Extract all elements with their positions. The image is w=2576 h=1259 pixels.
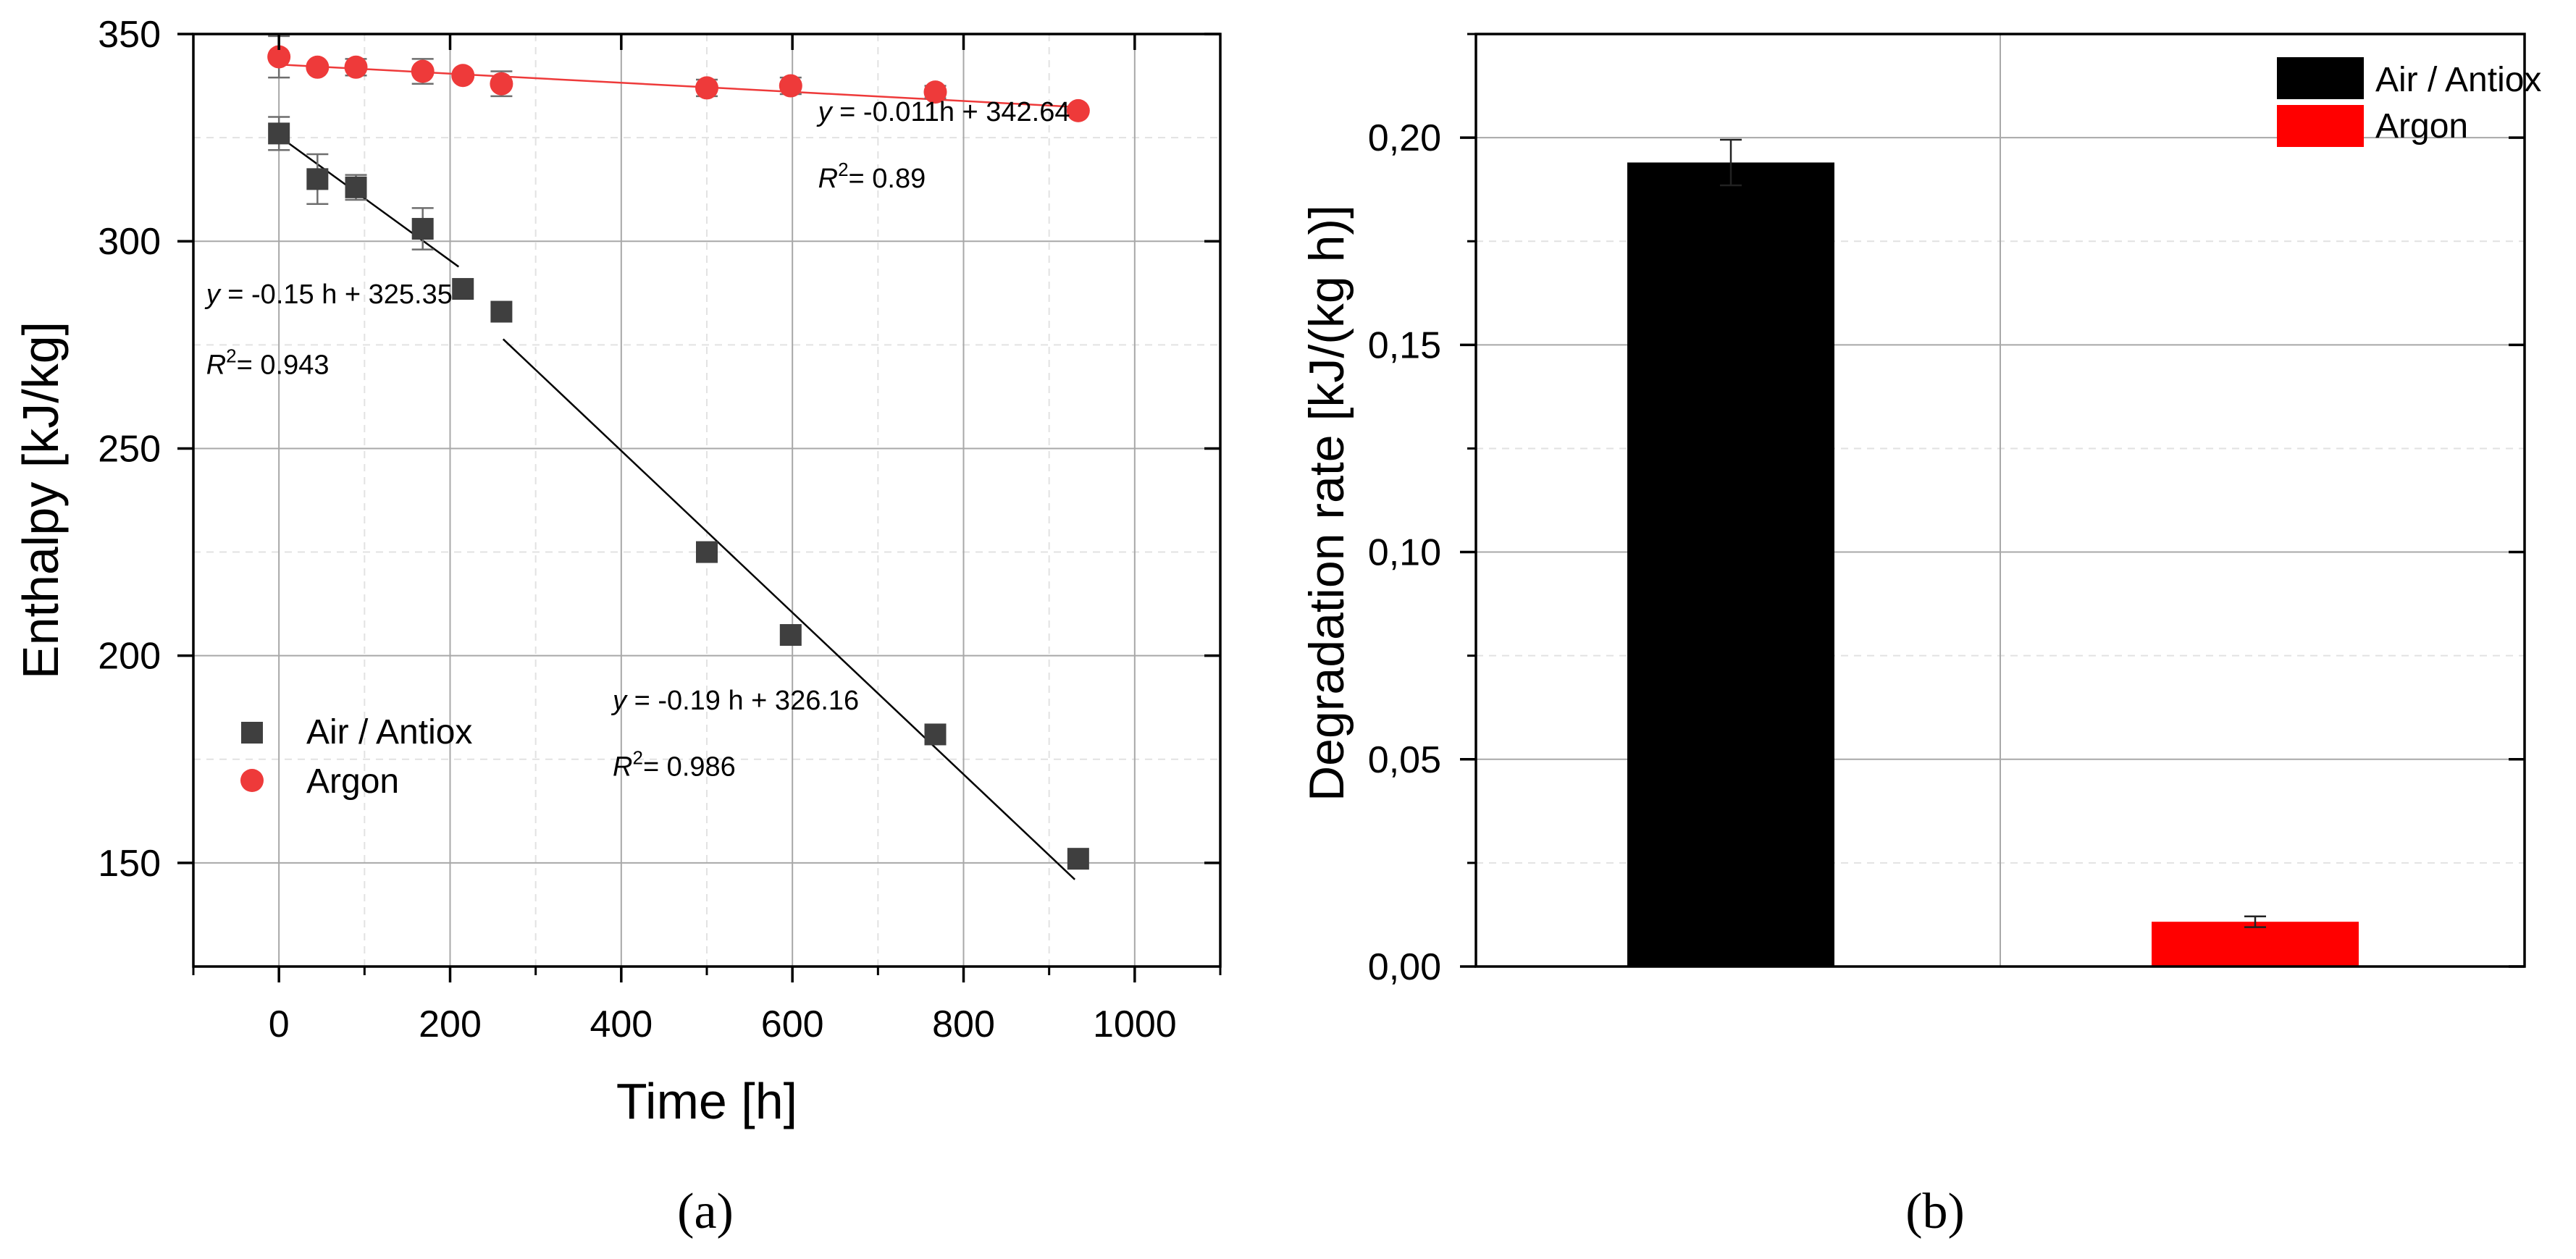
x-tick-label: 600 <box>761 1003 824 1045</box>
data-point-air-antiox <box>306 168 329 190</box>
bar-air-antiox <box>1627 162 1834 967</box>
x-tick-label: 800 <box>932 1003 995 1045</box>
annotation-fit-argon-equation: y = -0.011h + 342.64 <box>816 97 1070 127</box>
caption-a: (a) <box>677 1184 734 1239</box>
data-point-air-antiox <box>268 122 290 145</box>
legend-label-air-antiox: Air / Antiox <box>306 713 472 751</box>
chart-a-enthalpy-vs-time: 0 200 400 600 800 1000 150 200 250 300 350 Time [h]… <box>12 14 1222 1129</box>
legend-label-air-antiox: Air / Antiox <box>2375 61 2541 99</box>
caption-b: (b) <box>1905 1184 1965 1239</box>
x-axis-title: Time [h] <box>616 1073 797 1129</box>
annotation-fit-argon-r2: R2= 0.89 <box>818 159 926 194</box>
data-point-air-antiox <box>924 723 947 746</box>
legend-label-argon: Argon <box>2375 107 2468 146</box>
fit-line-1 <box>502 338 1075 880</box>
data-point-air-antiox <box>779 624 802 647</box>
data-point-air-antiox <box>452 278 474 300</box>
legend-label-argon: Argon <box>306 762 399 801</box>
x-tick-label: 1000 <box>1093 1003 1177 1045</box>
data-point-argon <box>779 74 802 98</box>
y-tick-label: 0,15 <box>1368 324 1441 366</box>
legend-b: Air / Antiox Argon <box>2277 57 2541 147</box>
legend-marker-argon <box>240 769 264 792</box>
y-axis-title: Degradation rate [kJ/(kg h)] <box>1299 205 1354 801</box>
y-tick-label: 0,10 <box>1368 532 1441 574</box>
legend-swatch-air-antiox <box>2277 57 2364 99</box>
y-tick-label: 300 <box>98 221 161 263</box>
x-tick-label: 400 <box>590 1003 653 1045</box>
fit-line-0 <box>278 135 460 268</box>
data-point-air-antiox <box>696 541 718 563</box>
data-point-argon <box>490 72 513 96</box>
y-tick-label: 150 <box>98 843 161 885</box>
annotation-fit-air-early-equation: y = -0.15 h + 325.35 <box>204 279 453 310</box>
x-tick-label: 0 <box>269 1003 290 1045</box>
data-point-argon <box>695 76 718 100</box>
annotation-fit-air-early-r2: R2= 0.943 <box>206 345 330 380</box>
y-axis-title: Enthalpy [kJ/kg] <box>12 321 69 679</box>
bar-argon <box>2152 922 2359 967</box>
data-point-argon <box>451 64 475 88</box>
chart-b-degradation-rate: 0,00 0,05 0,10 0,15 0,20 Degradation rate [kJ… <box>1299 33 2541 988</box>
y-tick-label: 0,00 <box>1368 946 1441 988</box>
data-point-air-antiox <box>1067 848 1089 870</box>
data-point-argon <box>344 55 368 79</box>
y-tick-label: 350 <box>98 14 161 56</box>
data-point-argon <box>306 55 330 79</box>
y-tick-label: 0,20 <box>1368 117 1441 159</box>
annotation-fit-air-late-equation: y = -0.19 h + 326.16 <box>611 686 859 716</box>
x-tick-label: 200 <box>419 1003 482 1045</box>
plot-frame-b <box>1474 33 2526 968</box>
data-point-air-antiox <box>345 176 367 198</box>
data-point-argon <box>267 45 291 69</box>
y-tick-label: 200 <box>98 636 161 678</box>
data-point-argon <box>923 80 947 104</box>
y-tick-label: 250 <box>98 428 161 470</box>
data-point-air-antiox <box>411 218 434 240</box>
legend-swatch-argon <box>2277 105 2364 147</box>
data-point-air-antiox <box>490 300 513 323</box>
legend-a: Air / Antiox Argon <box>240 713 472 801</box>
data-point-argon <box>1066 98 1090 122</box>
legend-marker-air-antiox <box>241 722 263 744</box>
plot-frame-a <box>192 33 1222 968</box>
data-point-argon <box>411 59 435 83</box>
annotation-fit-air-late-r2: R2= 0.986 <box>613 747 736 783</box>
y-tick-label: 0,05 <box>1368 739 1441 781</box>
